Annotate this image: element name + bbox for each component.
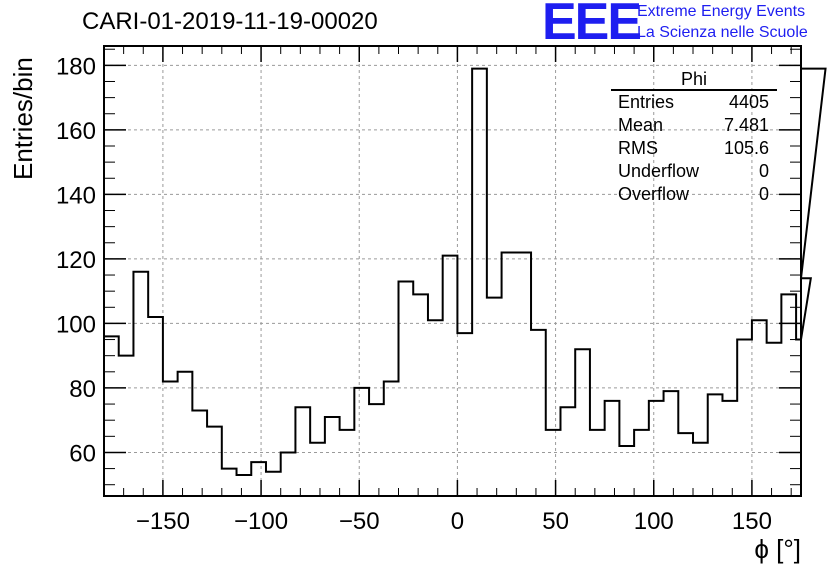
y-tick-label: 180 bbox=[56, 53, 96, 80]
x-tick-label: 50 bbox=[542, 508, 569, 535]
stats-row-mean: Mean 7.481 bbox=[611, 114, 777, 137]
x-tick-label: −150 bbox=[136, 508, 190, 535]
logo-text-line2: La Scienza nelle Scuole bbox=[637, 24, 808, 41]
x-tick-label: 0 bbox=[451, 508, 464, 535]
stats-label: Underflow bbox=[618, 161, 700, 181]
y-tick-label: 140 bbox=[56, 182, 96, 209]
x-axis-label: ϕ [°] bbox=[754, 534, 801, 564]
x-tick-label: 100 bbox=[634, 508, 674, 535]
logo-text-line1: Extreme Energy Events bbox=[637, 3, 806, 20]
x-tick-label: −50 bbox=[339, 508, 380, 535]
stats-box: Phi Entries 4405 Mean 7.481 RMS 105.6 Un… bbox=[611, 69, 777, 206]
y-tick-label: 100 bbox=[56, 311, 96, 338]
stats-value: 0 bbox=[758, 161, 769, 181]
stats-row-entries: Entries 4405 bbox=[611, 91, 777, 114]
plot-frame bbox=[103, 45, 802, 497]
x-tick-label: 150 bbox=[732, 508, 772, 535]
stats-value: 4405 bbox=[728, 92, 769, 112]
stats-row-rms: RMS 105.6 bbox=[611, 137, 777, 160]
stats-label: Entries bbox=[618, 92, 675, 112]
y-axis-label: Entries/bin bbox=[8, 57, 38, 180]
chart-title: CARI-01-2019-11-19-00020 bbox=[82, 8, 378, 35]
stats-value: 105.6 bbox=[723, 138, 769, 158]
y-tick-label: 80 bbox=[69, 376, 96, 403]
y-tick-label: 60 bbox=[69, 440, 96, 467]
stats-value: 7.481 bbox=[723, 115, 769, 135]
grid-lines bbox=[104, 46, 801, 496]
y-tick-label: 160 bbox=[56, 118, 96, 145]
tick-labels: −150 −100 −50 0 50 100 150 60 80 100 120 140 160 180 bbox=[56, 53, 772, 535]
stats-label: RMS bbox=[618, 138, 658, 158]
histogram-line bbox=[104, 67, 827, 477]
axis-ticks bbox=[103, 46, 801, 496]
stats-row-overflow: Overflow 0 bbox=[611, 183, 777, 206]
stats-value: 0 bbox=[758, 184, 769, 204]
x-tick-label: −100 bbox=[234, 508, 288, 535]
stats-row-underflow: Underflow 0 bbox=[611, 160, 777, 183]
stats-box-title: Phi bbox=[611, 69, 777, 91]
stats-label: Overflow bbox=[618, 184, 690, 204]
y-tick-label: 120 bbox=[56, 247, 96, 274]
eee-logo: EEE bbox=[542, 0, 642, 51]
stats-label: Mean bbox=[618, 115, 664, 135]
